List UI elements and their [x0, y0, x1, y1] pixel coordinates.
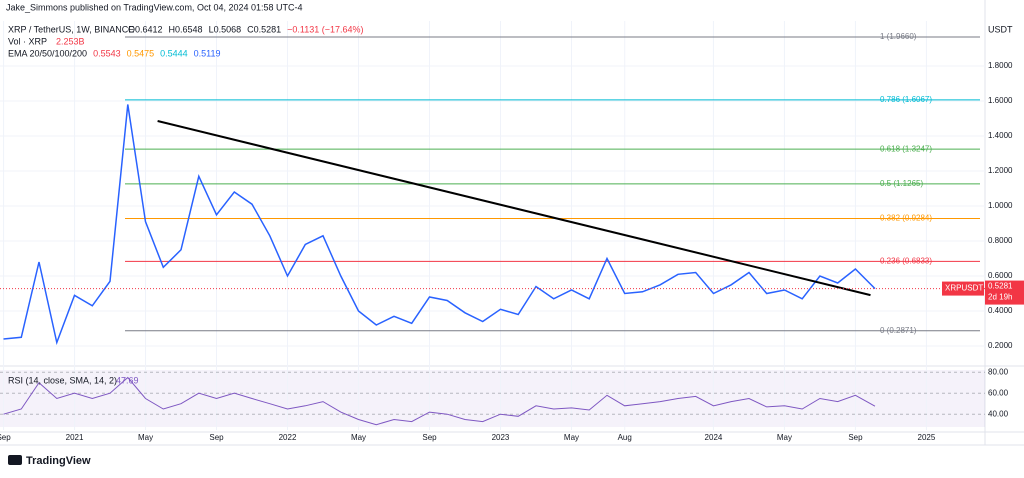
rsi-tick-label: 80.00	[988, 367, 1009, 376]
grid	[0, 21, 985, 430]
vol-value: 2.253B	[56, 36, 85, 46]
rsi-label: RSI (14, close, SMA, 14, 2)	[8, 375, 117, 385]
ohlc-value: −0.1131 (−17.64%)	[287, 24, 363, 34]
x-tick-label: Sep	[209, 433, 224, 442]
x-tick-label: 2023	[492, 433, 510, 442]
y-tick-label: 0.8000	[988, 236, 1013, 245]
x-tick-label: Sep	[0, 433, 11, 442]
y-tick-label: 0.2000	[988, 341, 1013, 350]
x-tick-label: Sep	[848, 433, 863, 442]
y-tick-label: 1.8000	[988, 61, 1013, 70]
y-tick-label: 1.4000	[988, 131, 1013, 140]
symbol: XRP / TetherUS, 1W, BINANCE	[8, 24, 134, 34]
ema-value: 0.5444	[160, 48, 188, 58]
rsi-band	[0, 370, 985, 427]
ema-value: 0.5543	[93, 48, 121, 58]
x-tick-label: 2025	[918, 433, 936, 442]
ticker-tag: XRPUSDT	[945, 284, 983, 293]
fib-label: 1 (1.9660)	[880, 32, 917, 41]
fib-label: 0.786 (1.6067)	[880, 95, 932, 104]
y-tick-label: 0.4000	[988, 306, 1013, 315]
ohlc-value: L0.5068	[209, 24, 242, 34]
x-tick-label: May	[777, 433, 792, 442]
y-tick-label: 1.6000	[988, 96, 1013, 105]
price-line	[3, 104, 876, 346]
trendline	[157, 120, 871, 297]
x-tick-label: 2024	[705, 433, 723, 442]
x-tick-label: Sep	[422, 433, 437, 442]
price-tag: 0.5281	[988, 282, 1013, 291]
ticker-tag-bg	[942, 281, 984, 296]
ohlc-value: C0.5281	[247, 24, 281, 34]
x-tick-label: 2022	[279, 433, 297, 442]
ohlc-value: H0.6548	[169, 24, 203, 34]
rsi-value: 47.69	[116, 375, 139, 385]
x-tick-label: 2021	[66, 433, 84, 442]
rsi-tick-label: 60.00	[988, 388, 1009, 397]
ema-label: EMA 20/50/100/200	[8, 48, 87, 58]
fib-label: 0.618 (1.3247)	[880, 144, 932, 153]
y-tick-label: 0.6000	[988, 271, 1013, 280]
ohlc-value: O0.6412	[128, 24, 163, 34]
x-tick-label: Aug	[618, 433, 632, 442]
price-tag-bg	[985, 280, 1024, 305]
ema-value: 0.5475	[127, 48, 155, 58]
publisher: Jake_Simmons published on TradingView.co…	[6, 2, 303, 12]
rsi-line	[3, 376, 876, 426]
x-tick-label: May	[564, 433, 579, 442]
logo	[8, 455, 22, 465]
fib-label: 0 (0.2871)	[880, 326, 917, 335]
fib-label: 0.236 (0.6833)	[880, 257, 932, 266]
brand[interactable]: TradingView	[26, 455, 91, 467]
y-tick-label: 1.0000	[988, 201, 1013, 210]
rsi-tick-label: 40.00	[988, 409, 1009, 418]
ema-value: 0.5119	[194, 48, 221, 58]
legend: XRP / TetherUS, 1W, BINANCE Vol · XRP 2.…	[8, 24, 134, 58]
fib-label: 0.382 (0.9284)	[880, 214, 932, 223]
vol-label: Vol · XRP	[8, 36, 47, 46]
x-tick-label: May	[138, 433, 153, 442]
fib-label: 0.5 (1.1265)	[880, 179, 923, 188]
marks: 1 (1.9660) 0.786 (1.6067) 0.618 (1.3247) 0.…	[0, 32, 985, 426]
currency: USDT	[988, 24, 1013, 34]
countdown: 2d 19h	[988, 293, 1012, 302]
x-tick-label: May	[351, 433, 366, 442]
y-tick-label: 1.2000	[988, 166, 1013, 175]
